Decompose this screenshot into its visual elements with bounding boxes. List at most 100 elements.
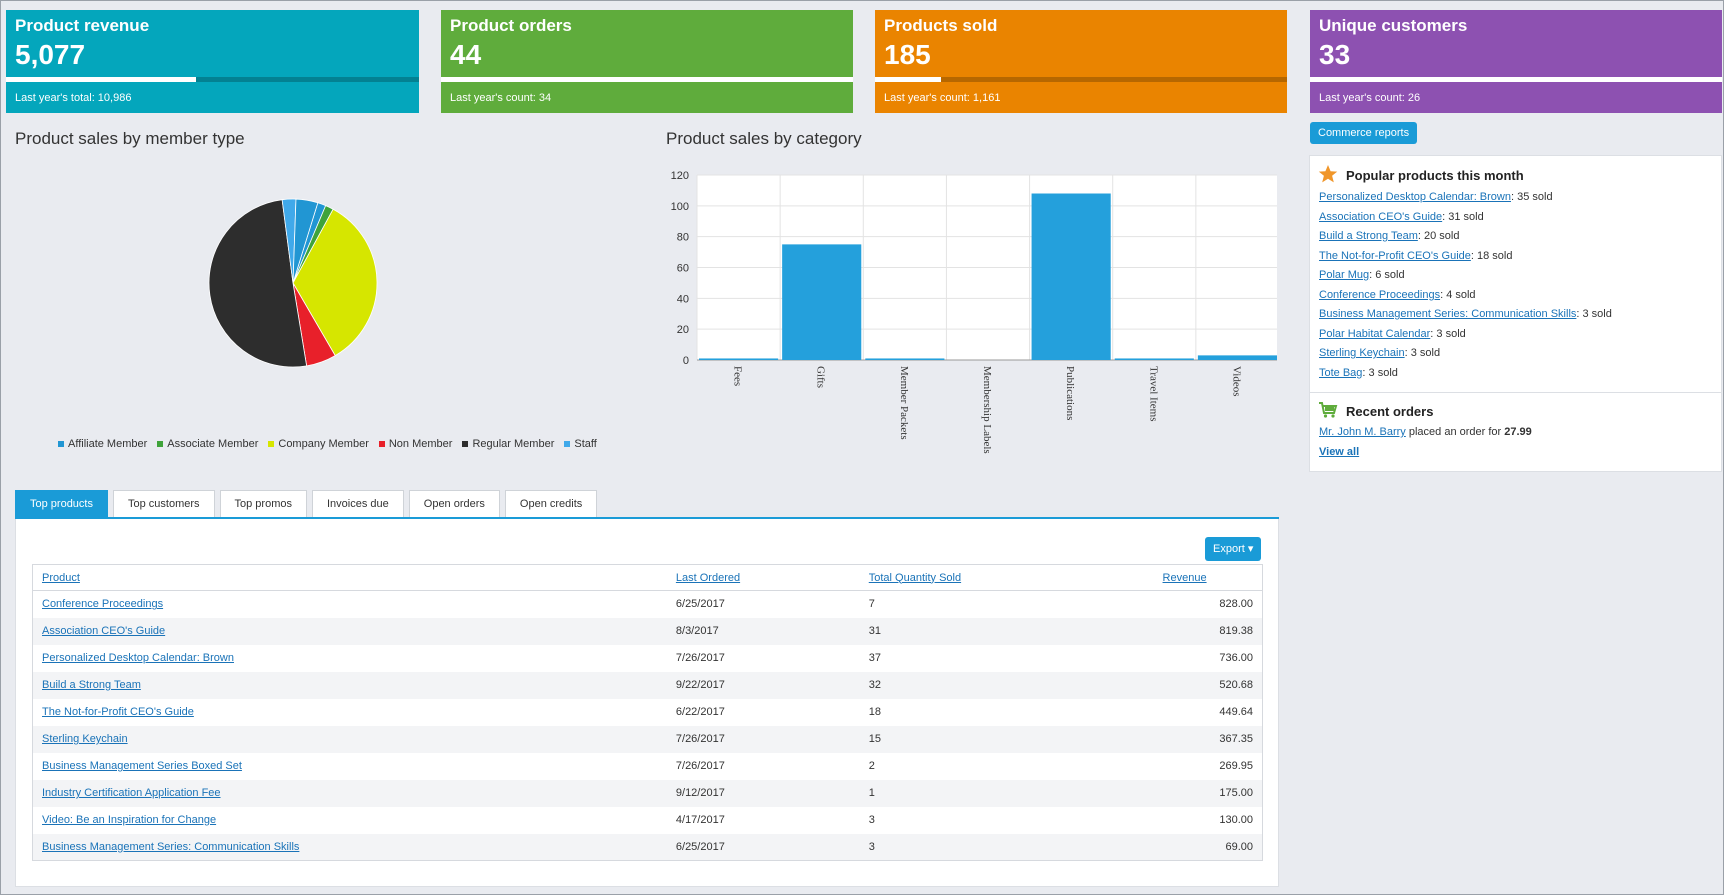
last-ordered-cell: 7/26/2017 xyxy=(666,644,860,672)
revenue-cell: 175.00 xyxy=(1109,779,1263,807)
sort-link[interactable]: Product xyxy=(42,571,80,584)
product-link[interactable]: Association CEO's Guide xyxy=(42,625,166,637)
quantity-cell: 18 xyxy=(859,698,1110,726)
column-header-last-ordered[interactable]: Last Ordered xyxy=(666,564,860,591)
popular-product-link[interactable]: Business Management Series: Communicatio… xyxy=(1319,308,1577,320)
sort-link[interactable]: Revenue xyxy=(1162,571,1207,584)
product-link[interactable]: Build a Strong Team xyxy=(42,679,141,691)
sold-count: : 3 sold xyxy=(1362,366,1398,379)
revenue-cell: 520.68 xyxy=(1109,671,1263,699)
table-row: Video: Be an Inspiration for Change 4/17/… xyxy=(32,806,1263,834)
y-tick-label: 100 xyxy=(671,201,689,213)
list-item: Association CEO's Guide: 31 sold xyxy=(1319,208,1612,228)
list-item: Personalized Desktop Calendar: Brown: 35… xyxy=(1319,188,1612,208)
bar xyxy=(782,244,862,360)
popular-product-link[interactable]: The Not-for-Profit CEO's Guide xyxy=(1319,249,1471,262)
revenue-cell: 269.95 xyxy=(1109,752,1263,780)
product-cell: The Not-for-Profit CEO's Guide xyxy=(32,698,667,726)
column-header-product[interactable]: Product xyxy=(32,564,667,591)
member-type-pie-chart xyxy=(208,198,378,368)
table-row: Association CEO's Guide 8/3/2017 31 819.38 xyxy=(32,617,1263,645)
popular-product-link[interactable]: Polar Mug xyxy=(1319,269,1370,281)
tab-open-credits[interactable]: Open credits xyxy=(504,490,598,517)
y-tick-label: 0 xyxy=(683,355,689,367)
product-link[interactable]: Business Management Series Boxed Set xyxy=(42,760,242,772)
product-link[interactable]: Conference Proceedings xyxy=(42,598,164,611)
kpi-progress-bar xyxy=(6,77,419,82)
kpi-progress-bar xyxy=(875,77,1287,82)
x-tick-label: Travel Items xyxy=(1147,366,1159,422)
popular-product-link[interactable]: Personalized Desktop Calendar: Brown xyxy=(1319,191,1511,203)
kpi-progress-bar xyxy=(1310,77,1722,82)
tab-top-customers[interactable]: Top customers xyxy=(112,490,215,517)
kpi-label: Products sold xyxy=(884,16,998,35)
product-link[interactable]: Industry Certification Application Fee xyxy=(42,787,221,799)
column-header-revenue[interactable]: Revenue xyxy=(1109,564,1263,591)
sold-count: : 18 sold xyxy=(1470,249,1513,262)
sort-link[interactable]: Last Ordered xyxy=(675,571,741,584)
commerce-reports-button[interactable]: Commerce reports xyxy=(1310,122,1418,144)
pie-legend: Affiliate Member Associate Member Company … xyxy=(58,438,597,450)
kpi-card-orders: Product orders 44 Last year's count: 34 xyxy=(441,10,853,113)
sold-count: : 3 sold xyxy=(1430,327,1466,340)
x-tick-label: Gifts xyxy=(815,366,827,388)
quantity-cell: 7 xyxy=(859,590,1110,618)
kpi-label: Product revenue xyxy=(15,16,150,35)
bar xyxy=(1031,193,1111,360)
bar xyxy=(1114,358,1194,360)
last-ordered-cell: 9/22/2017 xyxy=(666,671,860,699)
column-header-total-quantity[interactable]: Total Quantity Sold xyxy=(859,564,1110,591)
last-ordered-cell: 9/12/2017 xyxy=(666,779,860,807)
table-row: Personalized Desktop Calendar: Brown 7/26… xyxy=(32,644,1263,672)
table-row: Industry Certification Application Fee 9/… xyxy=(32,779,1263,807)
order-amount: 27.99 xyxy=(1504,426,1532,438)
legend-item: Regular Member xyxy=(462,438,554,450)
product-cell: Personalized Desktop Calendar: Brown xyxy=(32,644,667,672)
legend-item: Affiliate Member xyxy=(58,438,147,450)
popular-product-link[interactable]: Tote Bag xyxy=(1319,366,1363,379)
kpi-card-products-sold: Products sold 185 Last year's count: 1,1… xyxy=(875,10,1287,113)
y-tick-label: 80 xyxy=(677,232,689,244)
table-row: Sterling Keychain 7/26/2017 15 367.35 xyxy=(32,725,1263,753)
product-link[interactable]: Personalized Desktop Calendar: Brown xyxy=(42,652,234,664)
tab-open-orders[interactable]: Open orders xyxy=(408,490,500,517)
order-text: placed an order for xyxy=(1405,426,1505,438)
sold-count: : 20 sold xyxy=(1417,230,1460,242)
pie-slice xyxy=(208,199,308,368)
popular-product-link[interactable]: Polar Habitat Calendar xyxy=(1319,327,1431,340)
tab-invoices-due[interactable]: Invoices due xyxy=(312,490,404,517)
popular-product-link[interactable]: Association CEO's Guide xyxy=(1319,210,1443,223)
tab-top-products[interactable]: Top products xyxy=(15,490,108,517)
product-link[interactable]: The Not-for-Profit CEO's Guide xyxy=(42,706,194,718)
list-item: Conference Proceedings: 4 sold xyxy=(1319,286,1612,306)
bar xyxy=(699,358,779,360)
customer-link[interactable]: Mr. John M. Barry xyxy=(1319,426,1406,438)
last-ordered-cell: 6/25/2017 xyxy=(666,833,860,861)
popular-product-link[interactable]: Conference Proceedings xyxy=(1319,288,1441,301)
popular-product-link[interactable]: Build a Strong Team xyxy=(1319,230,1418,242)
product-link[interactable]: Video: Be an Inspiration for Change xyxy=(42,814,217,826)
popular-products-header: Popular products this month xyxy=(1318,164,1524,187)
last-ordered-cell: 6/25/2017 xyxy=(666,590,860,618)
sort-link[interactable]: Total Quantity Sold xyxy=(868,571,962,584)
view-all-link[interactable]: View all xyxy=(1319,446,1360,458)
product-link[interactable]: Sterling Keychain xyxy=(42,733,128,745)
recent-order-line: Mr. John M. Barry placed an order for 27… xyxy=(1319,426,1532,438)
product-link[interactable]: Business Management Series: Communicatio… xyxy=(42,840,300,853)
x-tick-label: Publications xyxy=(1064,366,1076,420)
table-row: Conference Proceedings 6/25/2017 7 828.00 xyxy=(32,590,1263,618)
list-item: The Not-for-Profit CEO's Guide: 18 sold xyxy=(1319,247,1612,267)
popular-product-link[interactable]: Sterling Keychain xyxy=(1319,347,1405,359)
tab-top-promos[interactable]: Top promos xyxy=(219,490,307,517)
kpi-value: 185 xyxy=(884,39,931,70)
table-row: Business Management Series Boxed Set 7/26… xyxy=(32,752,1263,780)
kpi-value: 33 xyxy=(1319,39,1351,70)
legend-item: Staff xyxy=(564,438,597,450)
kpi-value: 5,077 xyxy=(15,39,86,70)
report-tabs: Top products Top customers Top promos In… xyxy=(15,490,598,517)
product-cell: Business Management Series: Communicatio… xyxy=(32,833,667,861)
y-tick-label: 60 xyxy=(677,263,689,275)
export-button[interactable]: Export ▾ xyxy=(1205,537,1262,561)
quantity-cell: 37 xyxy=(859,644,1110,672)
product-cell: Business Management Series Boxed Set xyxy=(32,752,667,780)
